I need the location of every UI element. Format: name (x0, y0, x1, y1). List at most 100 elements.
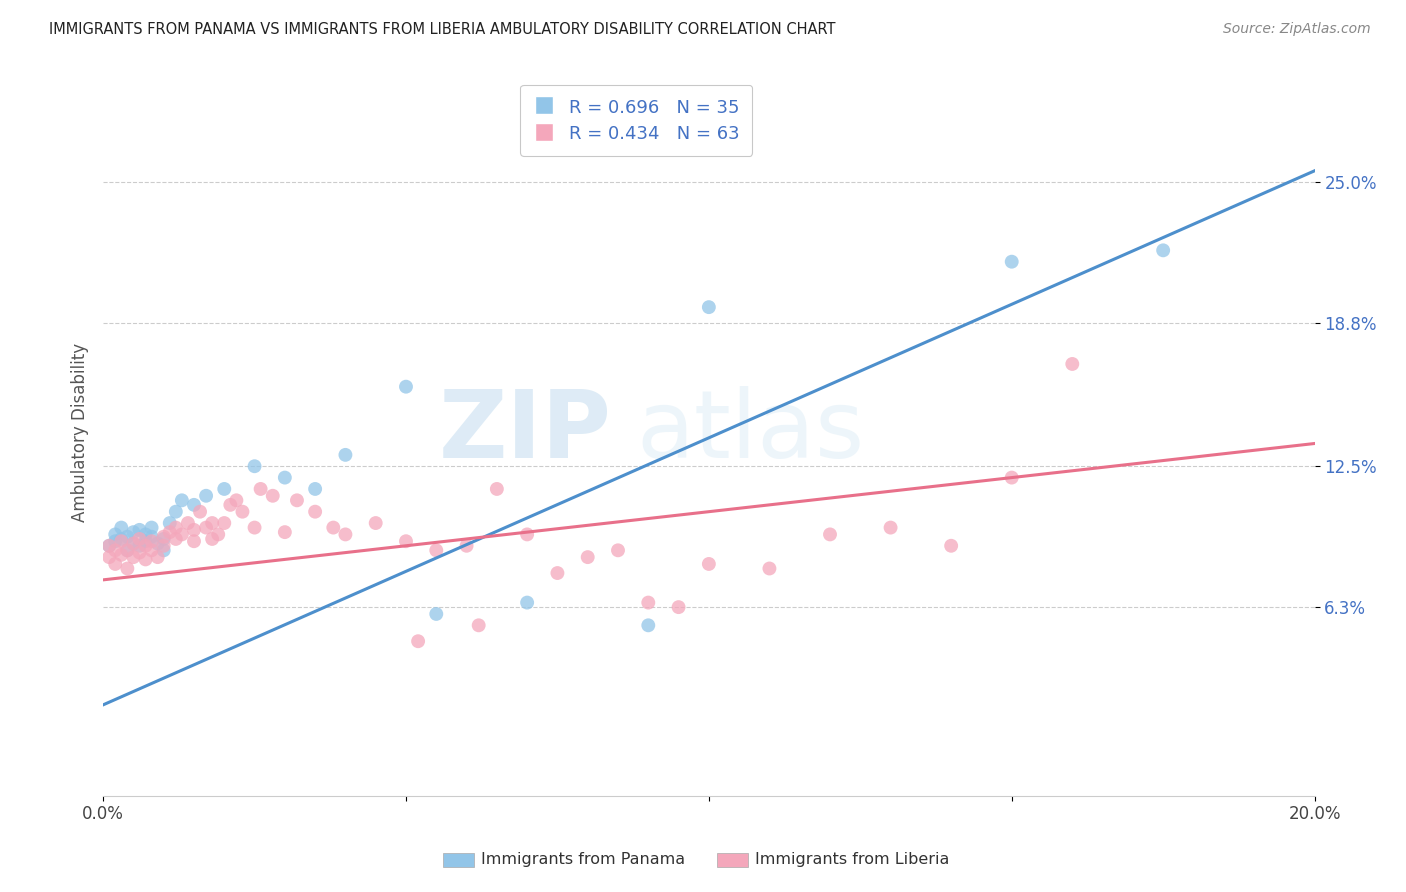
Point (304, 505, 326, 519)
Point (697, 300, 720, 314)
Point (188, 505, 211, 519)
Text: Immigrants from Panama: Immigrants from Panama (481, 853, 685, 867)
Point (177, 516, 200, 530)
Point (1001, 470, 1024, 484)
Point (195, 489, 218, 503)
Point (152, 539, 174, 553)
Point (818, 527, 841, 541)
Point (285, 493, 308, 508)
Point (364, 516, 387, 530)
Y-axis label: Ambulatory Disability: Ambulatory Disability (72, 343, 89, 522)
Point (128, 523, 150, 537)
Point (135, 527, 157, 541)
Point (104, 534, 127, 549)
Point (122, 550, 145, 565)
Point (117, 530, 139, 544)
Point (122, 536, 145, 550)
Point (128, 539, 150, 553)
Point (159, 525, 181, 540)
Point (135, 539, 157, 553)
Legend: R = 0.696   N = 35, R = 0.434   N = 63: R = 0.696 N = 35, R = 0.434 N = 63 (520, 85, 752, 156)
Point (274, 525, 297, 540)
Point (607, 543, 630, 558)
Point (697, 557, 720, 571)
Point (117, 561, 139, 575)
Point (879, 520, 901, 534)
Point (141, 534, 163, 549)
Point (165, 505, 187, 519)
Point (456, 539, 478, 553)
Point (668, 600, 690, 615)
Point (146, 550, 169, 565)
Point (201, 532, 224, 546)
Point (104, 527, 127, 541)
Point (249, 482, 271, 496)
Point (170, 493, 193, 508)
Point (335, 527, 357, 541)
Point (117, 543, 139, 558)
Point (516, 527, 538, 541)
Point (195, 520, 218, 534)
Point (122, 525, 145, 540)
Point (395, 380, 418, 394)
Point (262, 489, 284, 503)
Point (939, 539, 962, 553)
Point (516, 596, 538, 610)
Point (758, 561, 780, 575)
Point (201, 516, 224, 530)
Point (152, 543, 174, 558)
Point (141, 543, 163, 558)
Point (219, 498, 242, 512)
Point (183, 534, 205, 549)
Point (98, 550, 121, 565)
Point (335, 448, 357, 462)
Point (117, 543, 139, 558)
Point (110, 520, 132, 534)
Point (128, 532, 150, 546)
Point (214, 482, 236, 496)
Point (141, 520, 163, 534)
Point (122, 536, 145, 550)
Point (304, 482, 326, 496)
Point (183, 498, 205, 512)
Point (110, 534, 132, 549)
Point (170, 527, 193, 541)
Point (110, 548, 132, 562)
Point (110, 532, 132, 546)
Point (98, 539, 121, 553)
Point (425, 607, 447, 621)
Point (1062, 357, 1084, 371)
Point (467, 618, 489, 632)
Point (183, 523, 205, 537)
Point (243, 520, 266, 534)
Point (322, 520, 344, 534)
Point (637, 596, 659, 610)
Point (576, 550, 599, 565)
Point (152, 532, 174, 546)
Text: ZIP: ZIP (439, 386, 612, 478)
Point (1152, 244, 1174, 258)
Point (546, 566, 568, 580)
Point (243, 459, 266, 474)
Point (165, 520, 187, 534)
Point (104, 543, 127, 558)
Point (152, 530, 174, 544)
Point (637, 618, 659, 632)
Text: atlas: atlas (636, 386, 865, 478)
Text: Source: ZipAtlas.com: Source: ZipAtlas.com (1223, 22, 1371, 37)
Point (98, 539, 121, 553)
Point (135, 552, 157, 566)
Point (135, 534, 157, 549)
Point (425, 543, 447, 558)
Point (225, 493, 247, 508)
Point (231, 505, 253, 519)
Text: IMMIGRANTS FROM PANAMA VS IMMIGRANTS FROM LIBERIA AMBULATORY DISABILITY CORRELAT: IMMIGRANTS FROM PANAMA VS IMMIGRANTS FRO… (49, 22, 835, 37)
Point (159, 516, 181, 530)
Point (1001, 254, 1024, 268)
Point (274, 470, 297, 484)
Point (406, 634, 429, 648)
Point (395, 534, 418, 549)
Point (141, 530, 163, 544)
Point (485, 482, 508, 496)
Point (146, 536, 169, 550)
